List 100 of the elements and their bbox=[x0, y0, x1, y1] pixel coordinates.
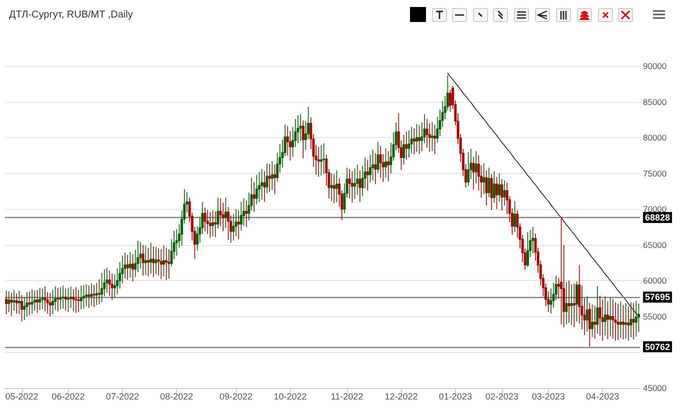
candlestick bbox=[95, 282, 98, 306]
candlestick bbox=[33, 290, 36, 312]
candlestick bbox=[426, 118, 428, 148]
candlestick bbox=[472, 156, 475, 190]
candlestick bbox=[154, 246, 158, 275]
candlestick bbox=[208, 212, 212, 238]
candlestick bbox=[500, 178, 504, 211]
candlestick bbox=[260, 168, 264, 200]
candlestick bbox=[379, 146, 382, 178]
candlestick bbox=[601, 298, 604, 342]
y-tick-label: 65000 bbox=[643, 240, 667, 250]
candlestick bbox=[532, 226, 534, 254]
y-tick-label: 70000 bbox=[643, 204, 667, 214]
candlestick bbox=[299, 114, 302, 142]
x-tick-label: 07-2022 bbox=[106, 392, 139, 402]
candlestick bbox=[296, 114, 300, 144]
candlestick bbox=[614, 302, 617, 342]
candlestick bbox=[126, 254, 129, 280]
candlestick bbox=[372, 149, 374, 181]
candlestick bbox=[98, 278, 100, 305]
candlestick bbox=[255, 174, 258, 204]
candlestick bbox=[632, 302, 635, 340]
x-tick-label: 10-2022 bbox=[274, 392, 307, 402]
candlestick bbox=[270, 160, 274, 190]
candlestick bbox=[152, 246, 155, 278]
candlestick bbox=[526, 232, 529, 268]
candlestick bbox=[630, 302, 632, 338]
y-tick-label: 60000 bbox=[643, 276, 667, 286]
candlestick bbox=[366, 159, 369, 191]
candlestick bbox=[376, 141, 380, 174]
candlestick bbox=[206, 209, 209, 235]
candlestick bbox=[482, 162, 486, 194]
candlestick bbox=[56, 287, 60, 312]
x-tick-label: 05-2022 bbox=[5, 392, 38, 402]
candlestick bbox=[88, 285, 90, 308]
candlestick bbox=[467, 151, 470, 187]
candlestick bbox=[214, 210, 217, 238]
candlestick bbox=[428, 122, 431, 152]
x-tick-label: 03-2023 bbox=[532, 392, 565, 402]
candlestick bbox=[384, 148, 387, 178]
candlestick bbox=[258, 172, 261, 202]
candlestick bbox=[108, 270, 111, 296]
candlestick bbox=[474, 150, 478, 184]
candlestick bbox=[495, 176, 498, 210]
candlestick bbox=[66, 287, 70, 313]
candlestick bbox=[263, 170, 266, 202]
candlestick bbox=[216, 197, 220, 229]
candlestick bbox=[26, 292, 28, 317]
candlestick bbox=[59, 286, 62, 310]
candlestick bbox=[10, 292, 13, 316]
candlestick bbox=[514, 200, 516, 232]
candlestick bbox=[624, 302, 628, 340]
candlestick bbox=[387, 150, 390, 182]
candlestick bbox=[157, 248, 160, 276]
x-tick-label: 08-2022 bbox=[160, 392, 194, 402]
candlestick bbox=[62, 285, 64, 309]
x-tick-label: 04-2023 bbox=[586, 392, 620, 402]
candlestick bbox=[322, 142, 326, 174]
candlestick bbox=[147, 247, 150, 277]
candlestick bbox=[212, 210, 214, 237]
y-tick-label: 55000 bbox=[643, 311, 667, 322]
candlestick bbox=[402, 134, 406, 166]
candlestick bbox=[139, 242, 142, 269]
candlestick bbox=[594, 305, 596, 340]
x-tick-label: 09-2022 bbox=[220, 392, 253, 402]
candlestick bbox=[634, 300, 638, 337]
candlestick bbox=[70, 286, 72, 308]
candlestick bbox=[100, 272, 104, 303]
candlestick bbox=[412, 128, 416, 156]
candlestick bbox=[330, 172, 333, 202]
candlestick bbox=[430, 121, 434, 152]
candlestick bbox=[165, 247, 168, 280]
y-tick-label: 85000 bbox=[643, 96, 667, 107]
y-tick-label: 45000 bbox=[643, 383, 667, 393]
candlestick bbox=[356, 164, 359, 196]
candlestick bbox=[408, 130, 410, 158]
candlestick bbox=[150, 242, 152, 274]
candlestick bbox=[38, 287, 42, 310]
candlestick bbox=[498, 172, 501, 202]
candlestick bbox=[110, 273, 114, 300]
candlestick bbox=[434, 124, 436, 154]
candlestick bbox=[485, 170, 488, 206]
candlestick bbox=[132, 254, 134, 282]
candlestick bbox=[77, 290, 80, 313]
x-tick-label: 12-2022 bbox=[384, 392, 418, 402]
candlestick bbox=[74, 286, 78, 314]
x-tick-label: 11-2022 bbox=[330, 392, 364, 402]
candlestick bbox=[8, 291, 10, 313]
y-tick-label: 90000 bbox=[643, 61, 667, 71]
candlestick bbox=[576, 280, 578, 322]
x-tick-label: 06-2022 bbox=[52, 392, 85, 402]
candlestick bbox=[20, 294, 24, 322]
candlestick bbox=[82, 284, 85, 309]
candlestick bbox=[12, 290, 16, 312]
candlestick bbox=[565, 282, 568, 325]
candlestick bbox=[570, 284, 573, 326]
candlestick bbox=[64, 288, 67, 312]
candlestick bbox=[590, 304, 594, 338]
candlestick bbox=[44, 286, 46, 312]
candlestick bbox=[227, 206, 230, 240]
